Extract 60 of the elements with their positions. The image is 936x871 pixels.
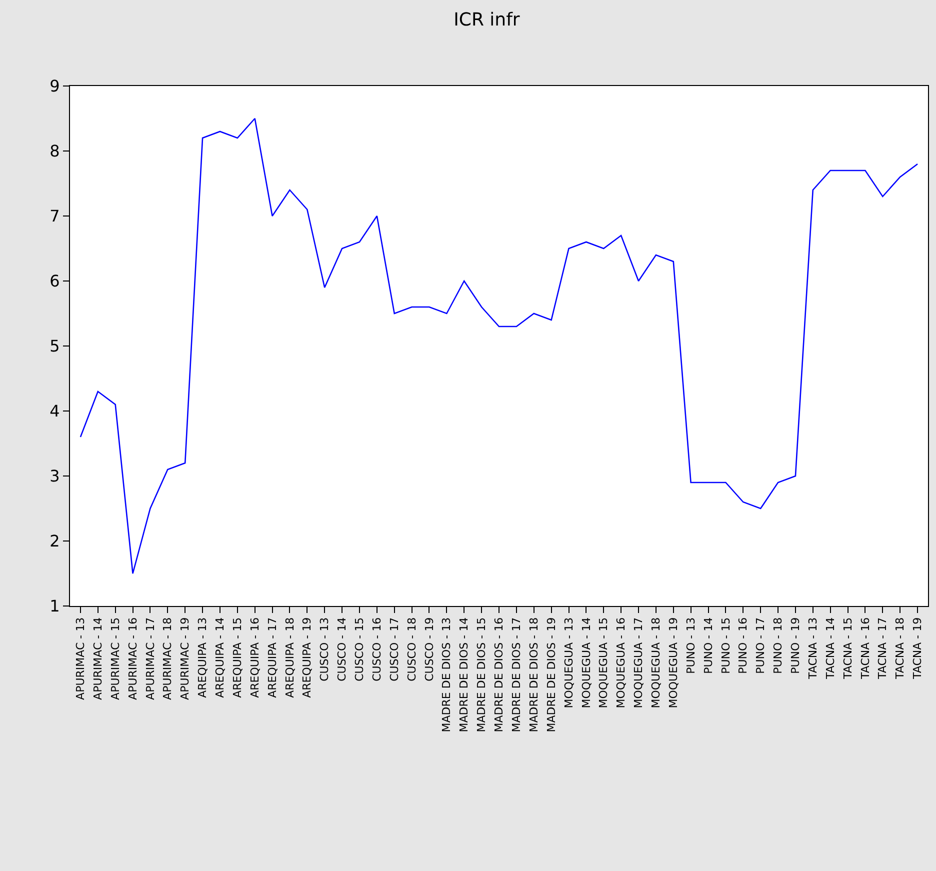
x-tick-label: MOQUEGUA - 13 — [562, 617, 576, 708]
y-tick-label: 1 — [50, 596, 60, 616]
x-tick-label: APURIMAC - 13 — [74, 617, 88, 700]
x-tick-label: MADRE DE DIOS - 19 — [544, 617, 558, 732]
x-tick-label: MADRE DE DIOS - 14 — [458, 617, 471, 732]
line-series — [80, 118, 918, 574]
x-tick-label: TACNA - 17 — [876, 617, 890, 680]
x-tick-label: CUSCO - 13 — [318, 617, 332, 682]
x-tick-label: AREQUIPA - 15 — [230, 617, 244, 698]
x-tick-label: MADRE DE DIOS - 13 — [440, 617, 454, 732]
x-tick-label: APURIMAC - 17 — [144, 617, 157, 700]
x-tick-label: TACNA - 16 — [858, 617, 872, 680]
x-tick-label: TACNA - 18 — [894, 617, 907, 680]
x-tick-label: APURIMAC - 14 — [91, 617, 104, 700]
x-tick-label: AREQUIPA - 13 — [196, 617, 210, 698]
y-tick-label: 7 — [50, 206, 60, 226]
x-tick-label: CUSCO - 16 — [370, 617, 384, 682]
x-tick-label: TACNA - 14 — [824, 617, 837, 680]
x-tick-label: PUNO - 18 — [772, 617, 785, 674]
x-tick-label: MADRE DE DIOS - 16 — [492, 617, 506, 732]
x-tick-label: APURIMAC - 19 — [178, 617, 192, 700]
y-tick-label: 4 — [50, 402, 60, 421]
x-tick-label: CUSCO - 14 — [336, 617, 349, 682]
x-tick-label: MOQUEGUA - 15 — [597, 617, 610, 708]
x-tick-label: MADRE DE DIOS - 15 — [475, 617, 488, 732]
y-tick-label: 3 — [50, 466, 60, 486]
x-tick-label: PUNO - 13 — [684, 617, 698, 674]
y-tick-label: 5 — [50, 336, 60, 356]
x-tick-label: PUNO - 19 — [789, 617, 802, 674]
x-tick-label: AREQUIPA - 19 — [300, 617, 314, 698]
y-tick-label: 8 — [50, 142, 60, 161]
y-tick-label: 6 — [50, 272, 60, 291]
x-tick-label: MOQUEGUA - 17 — [632, 617, 646, 708]
x-tick-label: APURIMAC - 16 — [126, 617, 140, 700]
x-tick-label: MOQUEGUA - 19 — [666, 617, 680, 708]
x-tick-label: MOQUEGUA - 16 — [614, 617, 628, 708]
x-tick-label: PUNO - 16 — [736, 617, 750, 674]
x-tick-label: CUSCO - 19 — [422, 617, 436, 682]
x-tick-label: MADRE DE DIOS - 18 — [527, 617, 540, 732]
x-tick-label: PUNO - 17 — [754, 617, 768, 674]
x-tick-label: APURIMAC - 15 — [108, 617, 122, 700]
y-tick-label: 9 — [50, 76, 60, 96]
x-tick-label: APURIMAC - 18 — [161, 617, 174, 700]
x-tick-label: AREQUIPA - 18 — [283, 617, 296, 698]
x-tick-label: TACNA - 15 — [841, 617, 854, 680]
x-tick-label: AREQUIPA - 14 — [214, 617, 227, 698]
x-tick-label: PUNO - 14 — [702, 617, 715, 674]
x-tick-label: CUSCO - 17 — [388, 617, 401, 682]
chart-title: ICR infr — [454, 10, 520, 31]
x-tick-label: MADRE DE DIOS - 17 — [510, 617, 524, 732]
x-tick-label: MOQUEGUA - 18 — [650, 617, 663, 708]
x-tick-label: PUNO - 15 — [719, 617, 732, 674]
x-tick-label: CUSCO - 15 — [353, 617, 366, 682]
y-tick-label: 2 — [50, 532, 60, 551]
x-tick-label: MOQUEGUA - 14 — [580, 617, 593, 708]
x-tick-label: AREQUIPA - 16 — [248, 617, 262, 698]
x-tick-label: TACNA - 19 — [911, 617, 924, 680]
x-tick-label: CUSCO - 18 — [405, 617, 418, 682]
x-tick-label: AREQUIPA - 17 — [266, 617, 279, 698]
x-tick-label: TACNA - 13 — [806, 617, 820, 680]
